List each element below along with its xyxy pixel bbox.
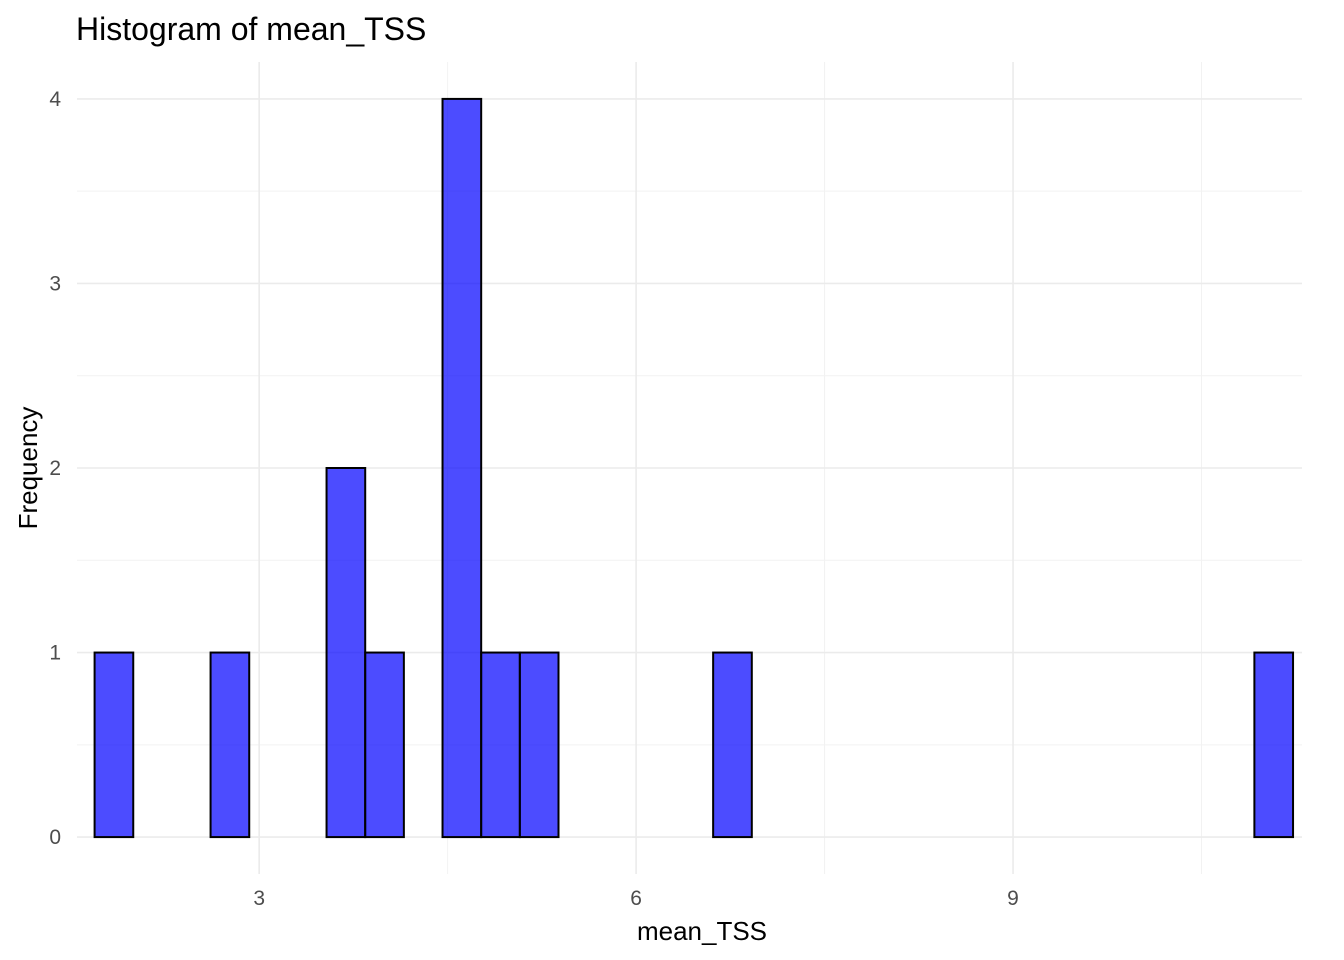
histogram-bar — [518, 651, 560, 839]
y-axis-ticks: 0 1 2 3 4 — [49, 88, 61, 849]
x-axis-ticks: 3 6 9 — [253, 887, 1019, 910]
y-tick-label: 1 — [49, 642, 61, 665]
x-axis-title: mean_TSS — [637, 916, 767, 946]
x-tick-label: 3 — [253, 887, 265, 910]
histogram-bar — [325, 467, 367, 839]
x-tick-label: 9 — [1007, 887, 1019, 910]
histogram-bar — [364, 651, 405, 839]
histogram-bar — [712, 651, 753, 839]
histogram-bar — [480, 651, 521, 839]
y-tick-label: 4 — [49, 88, 61, 111]
chart-title: Histogram of mean_TSS — [76, 11, 426, 47]
histogram-bars — [93, 97, 1295, 839]
y-tick-label: 2 — [49, 457, 61, 480]
x-tick-label: 6 — [630, 887, 642, 910]
histogram-bar — [1253, 651, 1295, 839]
y-tick-label: 0 — [49, 826, 61, 849]
histogram-bar — [441, 97, 483, 839]
histogram-bar — [209, 651, 251, 839]
grid-lines — [77, 62, 1302, 874]
y-axis-title: Frequency — [13, 407, 43, 530]
histogram-bar — [93, 651, 135, 839]
y-tick-label: 3 — [49, 272, 61, 295]
